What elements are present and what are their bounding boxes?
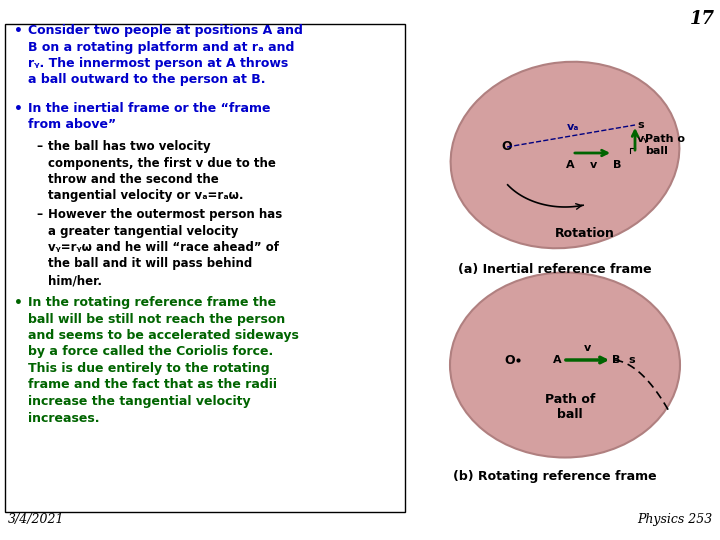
Text: –: – <box>36 140 42 153</box>
Text: 17: 17 <box>690 10 715 28</box>
Text: s: s <box>637 120 644 130</box>
Text: Rotation: Rotation <box>555 227 615 240</box>
Text: the ball has two velocity
components, the first v due to the
throw and the secon: the ball has two velocity components, th… <box>48 140 276 202</box>
Text: –: – <box>36 208 42 221</box>
Text: A: A <box>566 160 575 170</box>
Text: •: • <box>14 24 23 38</box>
Text: In the inertial frame or the “frame
from above”: In the inertial frame or the “frame from… <box>28 102 271 132</box>
Text: s: s <box>628 355 634 365</box>
Text: vₐ: vₐ <box>567 122 579 132</box>
Text: v: v <box>584 343 591 353</box>
Ellipse shape <box>451 62 680 248</box>
Text: A: A <box>553 355 562 365</box>
Text: B: B <box>612 355 620 365</box>
Ellipse shape <box>450 273 680 457</box>
Text: v: v <box>590 160 597 170</box>
Text: •: • <box>14 296 23 310</box>
Text: O: O <box>502 140 513 153</box>
FancyBboxPatch shape <box>5 24 405 512</box>
Text: (a) Inertial reference frame: (a) Inertial reference frame <box>458 263 652 276</box>
Text: O: O <box>505 354 516 367</box>
Text: •: • <box>14 102 23 116</box>
Text: However the outermost person has
a greater tangential velocity
vᵧ=rᵧω and he wil: However the outermost person has a great… <box>48 208 282 287</box>
Text: Consider two people at positions A and
B on a rotating platform and at rₐ and
rᵧ: Consider two people at positions A and B… <box>28 24 303 86</box>
Text: Path of
ball: Path of ball <box>545 393 595 421</box>
Text: B: B <box>613 160 621 170</box>
Text: 3/4/2021: 3/4/2021 <box>8 513 65 526</box>
Text: In the rotating reference frame the
ball will be still not reach the person
and : In the rotating reference frame the ball… <box>28 296 299 424</box>
Text: Path o
ball: Path o ball <box>645 134 685 156</box>
Text: vᵧ: vᵧ <box>637 134 649 144</box>
Text: Physics 253: Physics 253 <box>636 513 712 526</box>
Text: (b) Rotating reference frame: (b) Rotating reference frame <box>453 470 657 483</box>
